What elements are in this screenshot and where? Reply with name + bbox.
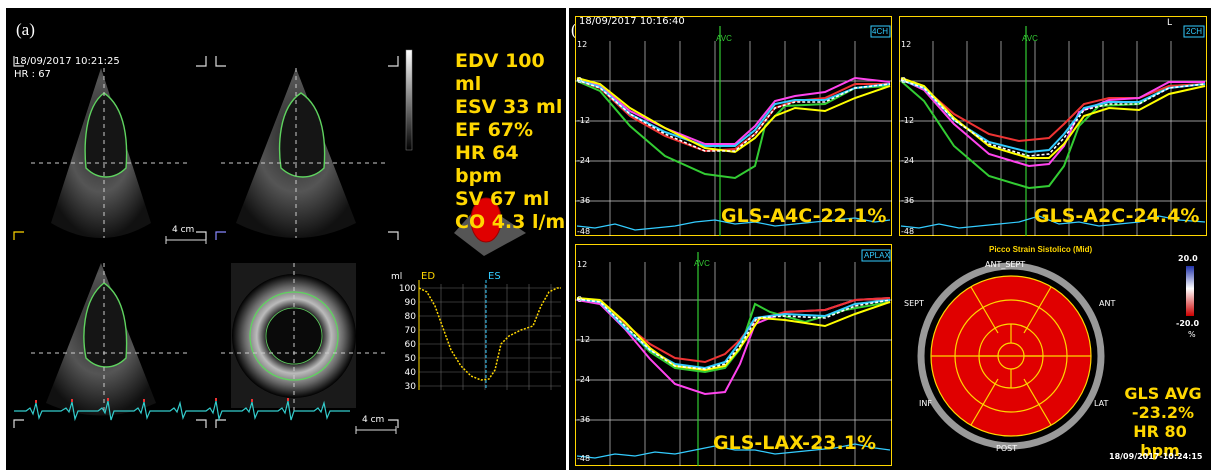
volume-stats: EDV 100 ml ESV 33 ml EF 67% HR 64 bpm SV…: [455, 50, 566, 234]
chart-2ch-ytick-0: 0: [901, 76, 907, 85]
chart-4ch-view: 4CH: [872, 27, 889, 36]
chart-aplax-view: APLAX: [864, 251, 890, 260]
stat-sv: SV 67 ml: [455, 188, 550, 210]
bullseye-timestamp: 18/09/2017-10:24:15: [1109, 452, 1203, 461]
chart-aplax-ytick-m36: -36: [577, 415, 591, 424]
chart-4ch-timestamp: 18/09/2017 10:16:40: [579, 16, 685, 27]
svg-text:30: 30: [405, 382, 417, 392]
chart-aplax-ytick-m48: -48: [577, 454, 591, 463]
chart-aplax-ytick-12: 12: [577, 260, 588, 269]
gls-avg-label: GLS AVG: [1124, 384, 1202, 403]
chart-2ch-avc: AVC: [1022, 34, 1038, 43]
gls-avg-value: -23.2%: [1131, 403, 1195, 422]
panel-a: (a) 18/09/2017 10:21:25 HR : 67: [6, 8, 566, 470]
gls-a2c: GLS-A2C-24.4%: [1034, 205, 1200, 227]
label-inf: INF: [919, 399, 932, 408]
gray-scale-bar: [405, 49, 413, 151]
chart-aplax-ytick-0: 0: [577, 295, 583, 304]
scale-unit: %: [1188, 330, 1196, 339]
panel-a-timestamp: 18/09/2017 10:21:25: [14, 56, 120, 67]
svg-text:90: 90: [405, 298, 417, 308]
chart-4ch-ytick-12: 12: [577, 40, 588, 49]
svg-text:100: 100: [399, 284, 416, 294]
chart-2ch-ytick-12: 12: [901, 40, 912, 49]
ed-label: ED: [421, 271, 435, 282]
chart-4ch-ytick-m48: -48: [577, 227, 591, 236]
panel-b: (b) 18/09/2017 10:16:40 4CH AVC: [569, 8, 1211, 470]
bullseye-panel: Picco Strain Sistolico (Mid): [899, 244, 1207, 466]
svg-text:40: 40: [405, 368, 417, 378]
chart-4ch-ytick-m24: -24: [577, 156, 591, 165]
svg-text:70: 70: [405, 326, 417, 336]
chart-2ch-view: 2CH: [1186, 27, 1203, 36]
bullseye-plot: [917, 262, 1105, 450]
strain-color-scale: [1186, 266, 1194, 316]
chart-4ch-ytick-0: 0: [577, 76, 583, 85]
label-sept: SEPT: [904, 299, 924, 308]
echo-views: [13, 49, 526, 434]
strain-chart-4ch: 18/09/2017 10:16:40 4CH AVC 12 0 -12 -24…: [575, 16, 892, 236]
chart-4ch-ytick-m12: -12: [577, 116, 591, 125]
scale-bars: [165, 236, 397, 434]
scale-max: 20.0: [1178, 254, 1198, 263]
volume-unit: ml: [391, 272, 402, 282]
lv-volume-render: [454, 197, 526, 256]
stat-ef: EF 67%: [455, 119, 534, 141]
echo-sector-top-right: [236, 68, 356, 238]
crosshairs: [31, 68, 386, 413]
gls-lax: GLS-LAX-23.1%: [713, 432, 876, 454]
chart-2ch-ytick-m36: -36: [901, 196, 915, 205]
scale-label-right: 4 cm: [362, 415, 385, 425]
stat-edv: EDV 100 ml: [455, 50, 545, 95]
svg-text:80: 80: [405, 312, 417, 322]
stat-esv: ESV 33 ml: [455, 96, 563, 118]
chart-aplax-avc: AVC: [694, 259, 710, 268]
echo-sector-top-left: [51, 68, 151, 238]
svg-text:60: 60: [405, 340, 417, 350]
panel-a-label: (a): [16, 20, 35, 39]
chart-aplax-ytick-m12: -12: [577, 335, 591, 344]
scale-label-left: 4 cm: [172, 225, 195, 235]
chart-2ch-ytick-m48: -48: [901, 227, 915, 236]
volume-curve-chart: 100 90 80 70 60 50 40 30 ml ED ES: [391, 271, 561, 392]
label-ant: ANT: [1099, 299, 1116, 308]
label-post: POST: [996, 444, 1018, 453]
label-ant-sept: ANT_SEPT: [985, 260, 1026, 269]
volume-ticks: 100 90 80 70 60 50 40 30: [399, 284, 416, 392]
ecg-markers: [35, 398, 289, 403]
scale-min: -20.0: [1176, 319, 1200, 328]
corner-brackets: [13, 56, 399, 428]
es-label: ES: [488, 271, 501, 282]
label-lat: LAT: [1094, 399, 1109, 408]
chart-2ch-ytick-m12: -12: [901, 116, 915, 125]
chart-2ch-corner: L: [1167, 18, 1173, 28]
chart-4ch-ytick-m36: -36: [577, 196, 591, 205]
svg-text:50: 50: [405, 354, 417, 364]
stat-hr: HR 64 bpm: [455, 142, 519, 187]
stat-co: CO 4.3 l/m: [455, 211, 566, 233]
bullseye-title: Picco Strain Sistolico (Mid): [989, 245, 1093, 254]
echo-sector-bottom-left: [46, 263, 156, 416]
chart-aplax-ytick-m24: -24: [577, 375, 591, 384]
gls-a4c: GLS-A4C-22.1%: [721, 205, 887, 227]
ecg-trace: [14, 400, 350, 422]
chart-2ch-ytick-m24: -24: [901, 156, 915, 165]
panel-a-hr: HR : 67: [14, 69, 51, 80]
bullseye-hr: HR 80 bpm: [1133, 422, 1187, 460]
chart-4ch-avc: AVC: [716, 34, 732, 43]
strain-chart-aplax: APLAX AVC 12 0 -12 -24 -36 -48 GLS-LAX-2…: [575, 244, 892, 466]
strain-chart-2ch: 2CH L AVC 12 0 -12 -24 -36 -48 GLS-A2C-2…: [899, 16, 1207, 236]
